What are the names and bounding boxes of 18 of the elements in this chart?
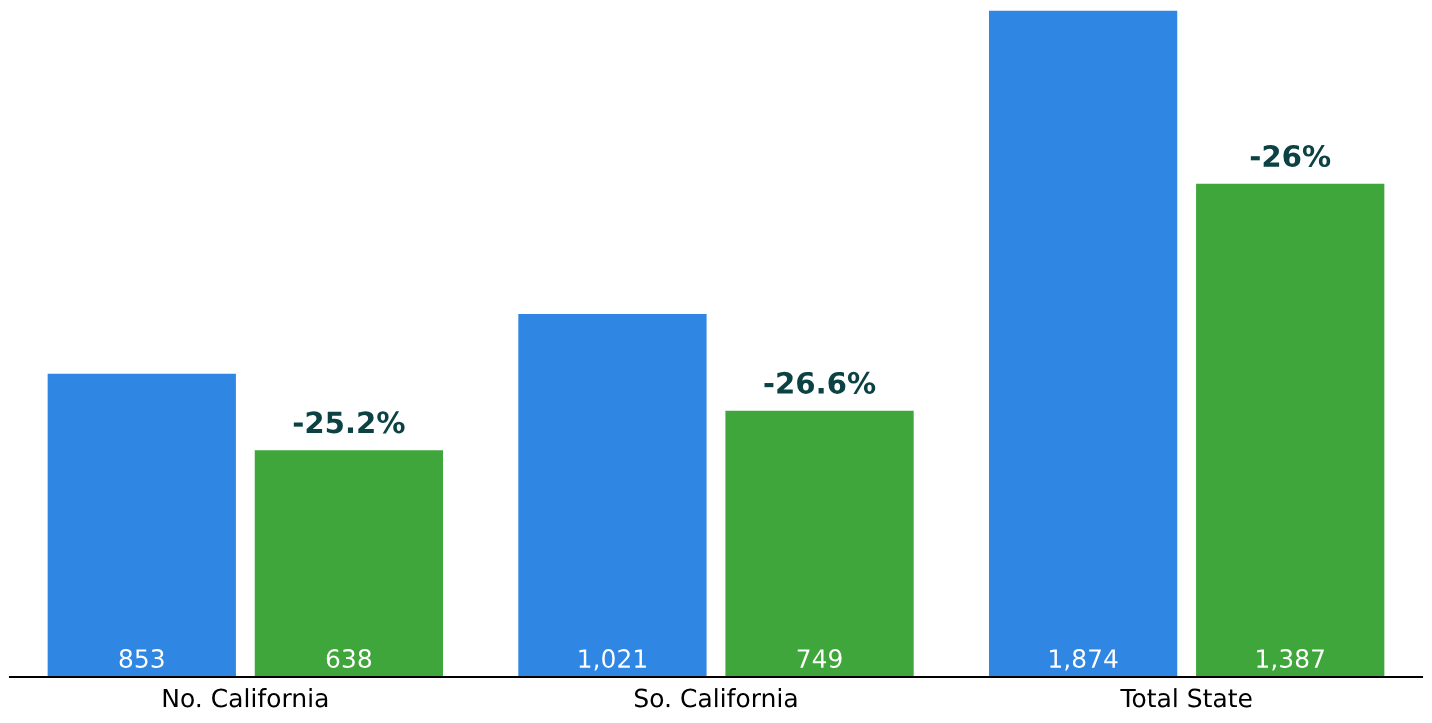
bar (254, 450, 444, 677)
data-label: 749 (797, 649, 842, 668)
data-label: 853 (119, 649, 164, 668)
bar (988, 10, 1178, 677)
bar (1196, 183, 1385, 677)
data-label: 1,387 (1257, 649, 1324, 671)
x-tick-label: No. California (163, 688, 328, 708)
bar (518, 313, 707, 677)
bar (47, 373, 236, 677)
annotation: -26% (1250, 145, 1331, 168)
data-label: 638 (326, 649, 372, 668)
annotation: -25.2% (293, 411, 405, 434)
x-tick-label: So. California (634, 688, 797, 708)
data-label: 1,874 (1050, 649, 1118, 671)
data-label: 1,021 (579, 649, 646, 671)
bar (725, 410, 914, 677)
x-tick-label: Total State (1120, 688, 1252, 708)
annotation: -26.6% (764, 371, 876, 394)
